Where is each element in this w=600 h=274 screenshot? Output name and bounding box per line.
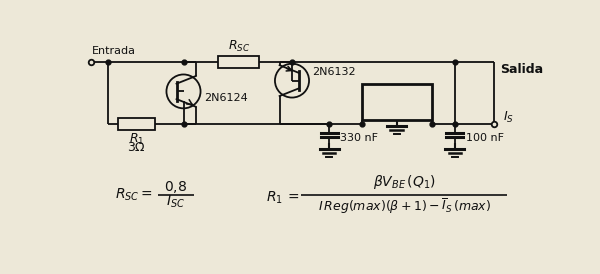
Text: $\beta V_{BE}\,(Q_1)$: $\beta V_{BE}\,(Q_1)$ xyxy=(373,173,436,191)
Text: 3Ω: 3Ω xyxy=(127,141,145,154)
Text: $0{,}8$: $0{,}8$ xyxy=(164,179,187,195)
Text: $R_{SC}=$: $R_{SC}=$ xyxy=(115,186,152,203)
Text: 330 nF: 330 nF xyxy=(340,133,378,142)
Text: 1: 1 xyxy=(364,86,371,96)
Text: Entrada: Entrada xyxy=(92,46,136,56)
Text: Salida: Salida xyxy=(500,63,543,76)
Bar xyxy=(362,84,431,120)
Bar xyxy=(218,56,259,68)
Text: 2N6132: 2N6132 xyxy=(312,67,356,77)
Text: 100 nF: 100 nF xyxy=(466,133,503,142)
Text: $I_{SC}$: $I_{SC}$ xyxy=(166,194,185,210)
Bar xyxy=(118,118,155,130)
Text: 2: 2 xyxy=(422,86,429,96)
Text: 3: 3 xyxy=(393,107,400,117)
Text: 78XX: 78XX xyxy=(376,95,417,109)
Text: 2N6124: 2N6124 xyxy=(203,93,247,102)
Text: $R_1\,=$: $R_1\,=$ xyxy=(266,189,300,206)
Text: $R_1$: $R_1$ xyxy=(128,132,144,147)
Text: $R_{SC}$: $R_{SC}$ xyxy=(228,39,250,55)
Text: $I_S$: $I_S$ xyxy=(503,110,514,125)
Text: $I\,Reg(max)(\beta+1) - \overline{I}_S\,(max)$: $I\,Reg(max)(\beta+1) - \overline{I}_S\,… xyxy=(318,197,491,216)
